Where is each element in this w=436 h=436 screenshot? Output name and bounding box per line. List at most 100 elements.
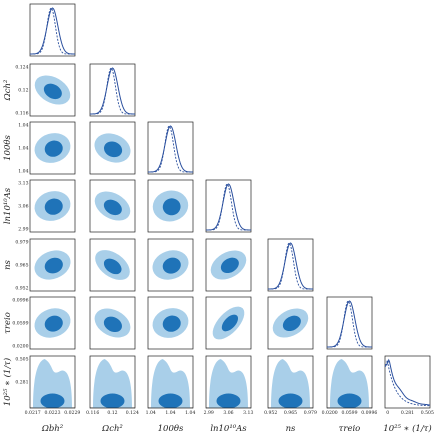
panel-baseline xyxy=(30,408,75,409)
marginal-curve xyxy=(327,300,372,348)
contour-68 xyxy=(282,315,301,332)
contour-95 xyxy=(33,359,72,408)
y-tick-label: 0.0200 xyxy=(12,343,28,349)
x-tick-label: 0.0996 xyxy=(361,410,377,416)
panel-frame xyxy=(89,63,136,117)
contour-95 xyxy=(93,359,132,408)
contour-68 xyxy=(103,258,122,275)
contour-panel-ns-vs-theta xyxy=(147,238,194,292)
y-axis-label: 10²⁵ ∗ (1/τ) xyxy=(2,358,13,406)
panel-baseline xyxy=(148,408,193,409)
contour-68 xyxy=(162,315,181,332)
marginal-curve-dashed xyxy=(327,300,372,348)
y-axis-label: ln10¹⁰As xyxy=(3,187,13,224)
panel-frame xyxy=(205,179,252,233)
x-tick-label: 0.0229 xyxy=(64,410,80,416)
contour-68 xyxy=(103,199,122,216)
y-tick-label: 1.04 xyxy=(18,123,28,129)
contour-68 xyxy=(44,140,63,157)
contour-panel-theta-vs-omega_c xyxy=(89,121,136,175)
marginal-panel-omega_b xyxy=(29,3,76,57)
contour-panel-logA-vs-omega_b xyxy=(29,179,76,233)
marginal-panel-theta xyxy=(147,121,194,175)
contour-panel-invtau-vs-tau xyxy=(326,355,373,409)
contour-68 xyxy=(44,198,63,215)
x-axis-label: 100θs xyxy=(158,424,184,434)
panel-baseline xyxy=(268,408,313,409)
x-tick-label: 0.505 xyxy=(421,410,434,416)
y-tick-label: 0.0599 xyxy=(12,321,28,327)
contour-panel-tau-vs-theta xyxy=(147,296,194,350)
contour-68 xyxy=(278,393,303,409)
contour-95 xyxy=(330,359,369,408)
marginal-curve-dashed xyxy=(90,67,135,115)
panel-frame xyxy=(267,238,314,292)
y-tick-label: 0.979 xyxy=(15,240,28,246)
panel-baseline xyxy=(206,408,251,409)
contour-panel-ns-vs-omega_c xyxy=(89,238,136,292)
contour-panel-invtau-vs-logA xyxy=(205,355,252,409)
contour-panel-tau-vs-logA xyxy=(205,296,252,350)
marginal-curve xyxy=(268,242,313,290)
marginal-curve xyxy=(90,67,135,115)
marginal-curve xyxy=(148,125,193,173)
contour-68 xyxy=(158,393,183,409)
y-axis-label: Ωch² xyxy=(3,79,13,101)
contour-panel-invtau-vs-ns xyxy=(267,355,314,409)
x-tick-label: 0 xyxy=(386,410,389,416)
marginal-panel-tau xyxy=(326,296,373,350)
contour-95 xyxy=(209,359,248,408)
x-tick-label: 0.0599 xyxy=(341,410,357,416)
contour-panel-ns-vs-logA xyxy=(205,238,252,292)
contour-panel-invtau-vs-theta xyxy=(147,355,194,409)
contour-68 xyxy=(44,315,63,332)
contour-panel-invtau-vs-omega_c xyxy=(89,355,136,409)
marginal-curve-dashed xyxy=(385,359,431,407)
panel-baseline xyxy=(90,408,135,409)
contour-68 xyxy=(337,393,362,409)
contour-68 xyxy=(162,198,181,216)
contour-68 xyxy=(216,393,241,409)
contour-panel-tau-vs-ns xyxy=(267,296,314,350)
y-tick-label: 0.116 xyxy=(15,110,28,116)
y-tick-label: 1.04 xyxy=(18,168,28,174)
panel-frame xyxy=(147,121,194,175)
contour-panel-tau-vs-omega_b xyxy=(29,296,76,350)
marginal-panel-invtau xyxy=(384,355,431,409)
marginal-curve-dashed xyxy=(268,242,313,290)
contour-panel-tau-vs-omega_c xyxy=(89,296,136,350)
x-tick-label: 1.04 xyxy=(185,410,195,416)
x-tick-label: 0.952 xyxy=(264,410,277,416)
y-tick-label: 3.06 xyxy=(18,204,28,210)
contour-panel-logA-vs-theta xyxy=(147,179,194,233)
marginal-curve-dashed xyxy=(30,7,75,55)
x-axis-label: ns xyxy=(286,424,296,434)
x-tick-label: 1.04 xyxy=(165,410,175,416)
y-tick-label: 0.965 xyxy=(15,263,28,269)
contour-68 xyxy=(40,393,65,409)
contour-95 xyxy=(151,359,190,408)
marginal-curve xyxy=(206,183,251,231)
marginal-curve-dashed xyxy=(148,125,193,173)
panel-frame xyxy=(29,3,76,57)
marginal-curve-dashed xyxy=(206,183,251,231)
contour-68 xyxy=(220,257,239,274)
contour-panel-ns-vs-omega_b xyxy=(29,238,76,292)
y-tick-label: 0.12 xyxy=(18,88,28,94)
contour-panel-invtau-vs-omega_b xyxy=(29,355,76,409)
marginal-curve xyxy=(30,7,75,55)
panel-frame xyxy=(326,296,373,350)
y-axis-label: ns xyxy=(3,259,13,269)
marginal-panel-logA xyxy=(205,179,252,233)
x-tick-label: 3.06 xyxy=(223,410,233,416)
y-tick-label: 2.99 xyxy=(18,226,28,232)
marginal-panel-ns xyxy=(267,238,314,292)
x-tick-label: 3.13 xyxy=(243,410,253,416)
y-tick-label: 0.281 xyxy=(15,380,28,386)
contour-68 xyxy=(100,393,125,409)
x-axis-label: ln10¹⁰As xyxy=(210,424,247,434)
x-tick-label: 0.281 xyxy=(401,410,414,416)
x-tick-label: 0.0223 xyxy=(44,410,60,416)
contour-68 xyxy=(43,83,62,100)
